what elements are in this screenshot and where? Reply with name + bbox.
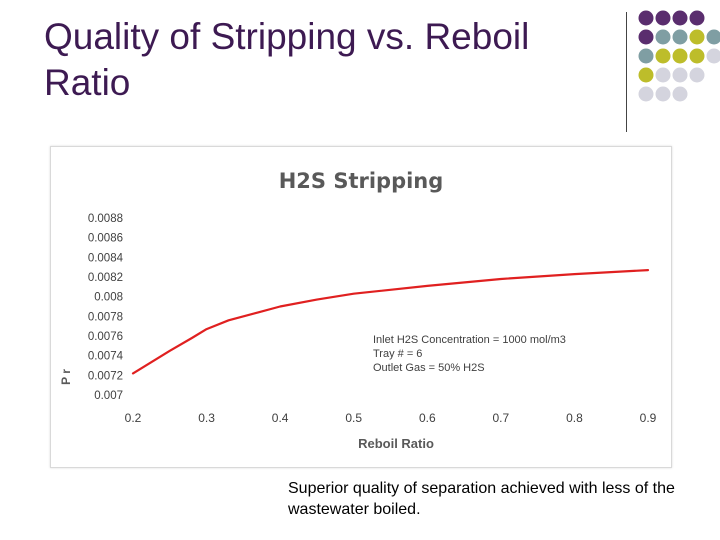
x-tick-label: 0.7 — [493, 411, 510, 425]
decorative-dot — [672, 10, 688, 26]
decorative-dot-grid — [638, 10, 720, 102]
decorative-dot — [689, 10, 705, 26]
x-tick-label: 0.9 — [640, 411, 657, 425]
y-tick-label: 0.0072 — [88, 370, 123, 382]
decorative-dot — [655, 67, 671, 83]
decorative-dot — [689, 67, 705, 83]
y-tick-label: 0.0074 — [88, 351, 124, 363]
decorative-dot — [655, 29, 671, 45]
x-tick-label: 0.6 — [419, 411, 436, 425]
decorative-dot — [672, 48, 688, 64]
y-tick-label: 0.0078 — [88, 311, 123, 323]
annotation-line-3: Outlet Gas = 50% H2S — [373, 362, 485, 374]
y-tick-label: 0.008 — [94, 292, 123, 304]
decorative-dot — [638, 67, 654, 83]
chart-title: H2S Stripping — [279, 169, 444, 193]
annotation-line-1: Inlet H2S Concentration = 1000 mol/m3 — [373, 334, 566, 346]
decorative-dot — [655, 48, 671, 64]
decorative-dot — [655, 10, 671, 26]
decorative-dot — [706, 29, 720, 45]
h2s-stripping-chart: H2S Stripping 0.007 0.0072 0.0074 0.0076 0.0… — [59, 169, 657, 451]
chart-panel: H2S Stripping 0.007 0.0072 0.0074 0.0076 0.0… — [50, 146, 672, 468]
decorative-dot — [638, 10, 654, 26]
decorative-dot — [672, 29, 688, 45]
slide-title: Quality of Stripping vs. Reboil Ratio — [44, 16, 530, 103]
y-tick-label: 0.007 — [94, 390, 123, 402]
x-axis-label: Reboil Ratio — [358, 436, 434, 451]
y-tick-label: 0.0076 — [88, 331, 123, 343]
y-tick-label: 0.0084 — [88, 252, 124, 264]
decorative-dot — [689, 29, 705, 45]
x-tick-label: 0.2 — [125, 411, 142, 425]
y-tick-label: 0.0082 — [88, 272, 123, 284]
decorative-dot — [689, 48, 705, 64]
decorative-dot — [672, 67, 688, 83]
y-tick-label: 0.0088 — [88, 213, 123, 225]
y-tick-label: 0.0086 — [88, 233, 123, 245]
decorative-dot — [655, 86, 671, 102]
slide-caption: Superior quality of separation achieved … — [288, 480, 675, 518]
x-tick-label: 0.4 — [272, 411, 289, 425]
title-divider — [626, 12, 627, 132]
decorative-dot — [672, 86, 688, 102]
decorative-dot — [638, 48, 654, 64]
series-line — [131, 268, 650, 375]
annotation-line-2: Tray # = 6 — [373, 348, 422, 360]
decorative-dot — [706, 48, 720, 64]
x-tick-label: 0.5 — [345, 411, 362, 425]
x-tick-label: 0.8 — [566, 411, 583, 425]
x-tick-label: 0.3 — [198, 411, 215, 425]
decorative-dot — [638, 29, 654, 45]
decorative-dot — [638, 86, 654, 102]
y-axis-label: P r — [59, 369, 73, 385]
